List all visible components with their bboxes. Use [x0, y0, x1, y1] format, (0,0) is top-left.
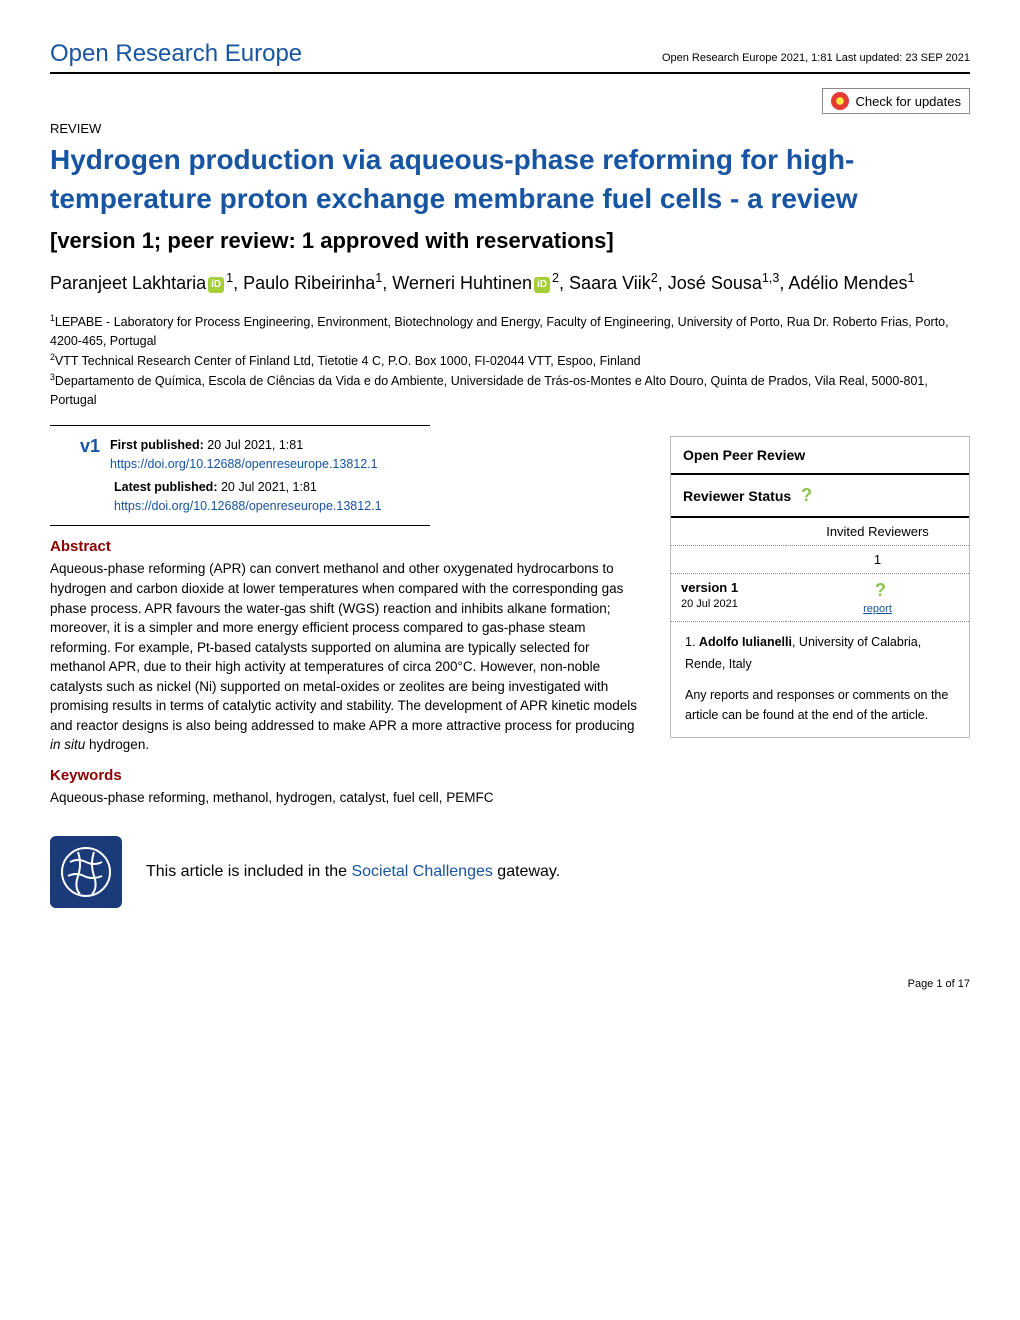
divider: [50, 525, 430, 526]
author: Saara Viik2: [569, 273, 658, 293]
page-number: Page 1 of 17: [50, 978, 970, 990]
report-link[interactable]: report: [863, 603, 892, 615]
article-title: Hydrogen production via aqueous-phase re…: [50, 140, 970, 218]
authors-list: Paranjeet LakhtariaiD1, Paulo Ribeirinha…: [50, 268, 970, 298]
journal-meta: Open Research Europe 2021, 1:81 Last upd…: [662, 52, 970, 64]
gateway-text: This article is included in the Societal…: [146, 859, 560, 885]
check-updates-label: Check for updates: [855, 94, 961, 109]
reviewer-table: Invited Reviewers 1 version 1 20 Jul 202…: [671, 518, 969, 622]
status-icon: ?: [801, 485, 812, 506]
article-type: REVIEW: [50, 121, 970, 136]
reviewer-status: Reviewer Status ?: [671, 475, 969, 518]
reviewer-note: Any reports and responses or comments on…: [671, 685, 969, 737]
latest-published: Latest published: 20 Jul 2021, 1:81 http…: [114, 478, 640, 516]
header: Open Research Europe Open Research Europ…: [50, 40, 970, 74]
abstract-text: Aqueous-phase reforming (APR) can conver…: [50, 559, 640, 755]
check-updates-button[interactable]: Check for updates: [822, 88, 970, 114]
gateway-link[interactable]: Societal Challenges: [351, 863, 492, 880]
affiliations: 1LEPABE - Laboratory for Process Enginee…: [50, 312, 970, 409]
left-column: v1 First published: 20 Jul 2021, 1:81 ht…: [50, 436, 640, 907]
review-status-cell: ? report: [786, 574, 969, 622]
reviewer-col: 1: [786, 546, 969, 574]
author: Adélio Mendes1: [788, 273, 914, 293]
journal-name: Open Research Europe: [50, 40, 302, 68]
orcid-icon[interactable]: iD: [534, 277, 550, 293]
keywords-heading: Keywords: [50, 767, 640, 784]
main-columns: v1 First published: 20 Jul 2021, 1:81 ht…: [50, 436, 970, 907]
author: José Sousa1,3: [668, 273, 780, 293]
divider: [50, 425, 430, 426]
affiliation: 1LEPABE - Laboratory for Process Enginee…: [50, 312, 970, 351]
orcid-icon[interactable]: iD: [208, 277, 224, 293]
crossmark-icon: [831, 92, 849, 110]
keywords-text: Aqueous-phase reforming, methanol, hydro…: [50, 788, 640, 808]
first-published: v1 First published: 20 Jul 2021, 1:81 ht…: [80, 436, 640, 474]
reviewer-list: 1. Adolfo Iulianelli, University of Cala…: [671, 622, 969, 685]
author: Paulo Ribeirinha1: [243, 273, 382, 293]
affiliation: 2VTT Technical Research Center of Finlan…: [50, 351, 970, 371]
globe-icon: [50, 836, 122, 908]
author: Werneri HuhtineniD2: [392, 273, 559, 293]
version-cell: version 1 20 Jul 2021: [671, 574, 786, 622]
peer-review-panel: Open Peer Review Reviewer Status ? Invit…: [670, 436, 970, 738]
updates-row: Check for updates: [50, 88, 970, 115]
article-subtitle: [version 1; peer review: 1 approved with…: [50, 228, 970, 254]
first-doi-link[interactable]: https://doi.org/10.12688/openreseurope.1…: [110, 457, 378, 471]
gateway-box: This article is included in the Societal…: [50, 836, 640, 908]
abstract-heading: Abstract: [50, 538, 640, 555]
author: Paranjeet LakhtariaiD1: [50, 273, 233, 293]
version-tag: v1: [80, 436, 100, 457]
peer-review-title: Open Peer Review: [671, 437, 969, 475]
status-icon: ?: [875, 580, 886, 601]
affiliation: 3Departamento de Química, Escola de Ciên…: [50, 371, 970, 410]
latest-doi-link[interactable]: https://doi.org/10.12688/openreseurope.1…: [114, 499, 382, 513]
